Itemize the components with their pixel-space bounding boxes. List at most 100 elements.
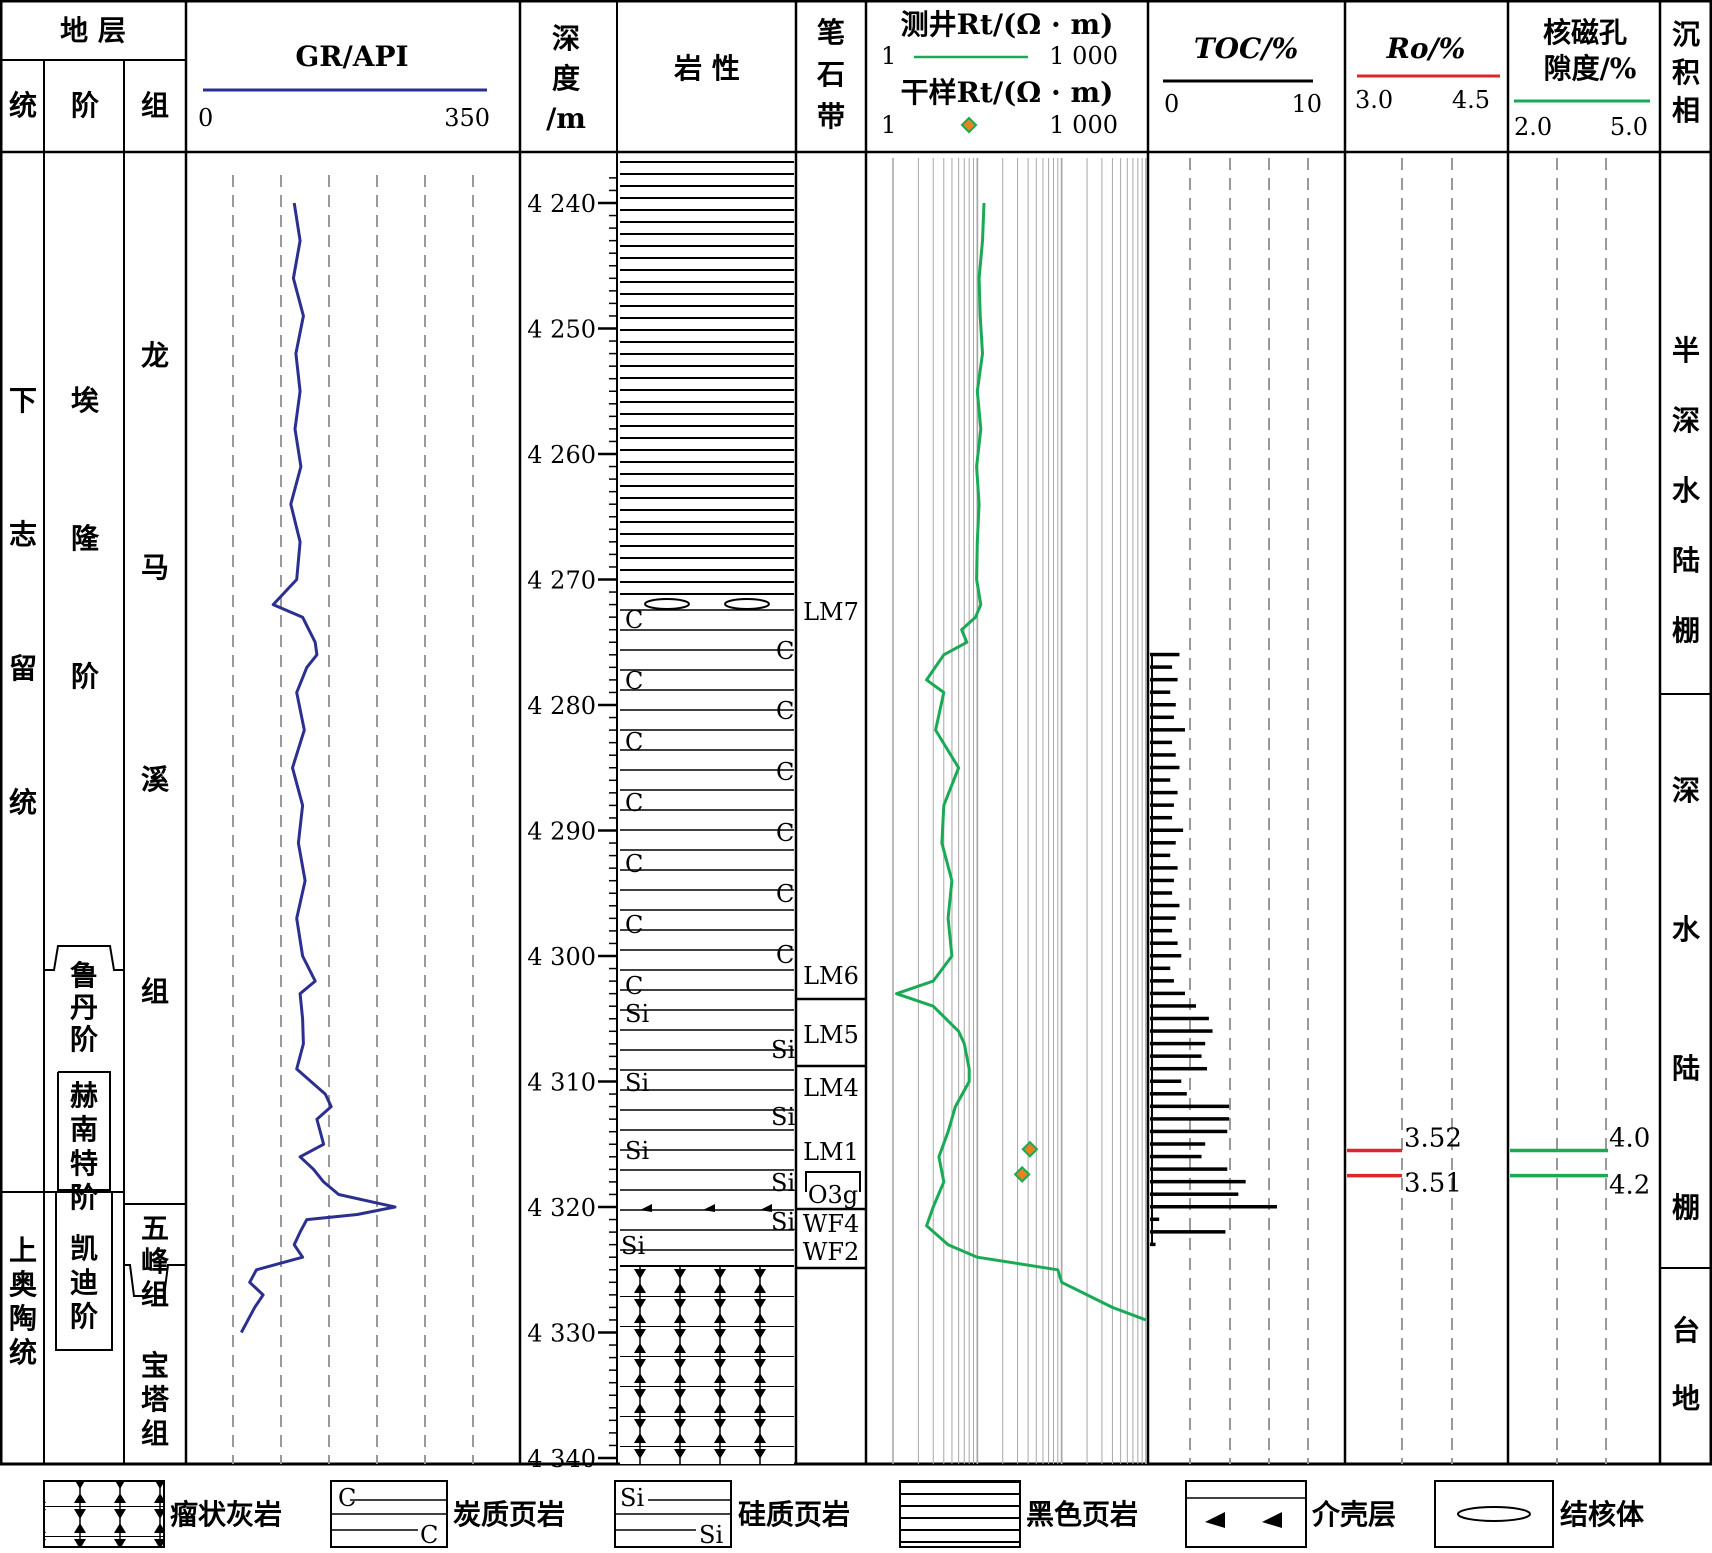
header-series: 统 xyxy=(9,89,37,122)
lith-c-mark: C xyxy=(625,606,643,634)
lith-c-mark: C xyxy=(776,941,794,969)
core-rt-marker xyxy=(1013,1165,1031,1183)
ro-value-label: 3.51 xyxy=(1404,1169,1462,1199)
toc-bar xyxy=(1150,1205,1277,1209)
lith-carbonaceous-shale xyxy=(620,598,794,1006)
toc-bar xyxy=(1150,853,1171,858)
toc-bar xyxy=(1150,665,1173,669)
toc-bar xyxy=(1150,866,1178,870)
lith-si-mark: Si xyxy=(625,1137,649,1165)
lith-c-mark: C xyxy=(625,911,643,939)
toc-bar xyxy=(1150,1142,1206,1146)
nmr-title-2: 隙度/% xyxy=(1544,52,1637,85)
toc-bar xyxy=(1150,652,1180,657)
depth-axis: 4 240 4 250 4 260 4 270 4 280 4 290 4 300 4 310… xyxy=(527,177,617,1473)
ro-min-label: 3.0 xyxy=(1355,86,1393,114)
toc-bar xyxy=(1150,677,1178,682)
toc-bar xyxy=(1150,841,1176,845)
lith-nodular-limestone xyxy=(620,1266,794,1464)
nmr-title-1: 核磁孔 xyxy=(1543,16,1627,49)
depth-tick-label: 4 330 xyxy=(527,1320,596,1348)
header-stage: 阶 xyxy=(71,89,99,122)
lith-black-shale xyxy=(620,157,794,598)
toc-bar xyxy=(1150,1092,1187,1096)
nmr-value-label: 4.2 xyxy=(1609,1171,1650,1201)
facies-title-2: 积 xyxy=(1672,56,1700,89)
legend-item-carbonaceous-shale: C C 炭质页岩 xyxy=(330,1480,565,1549)
toc-bar xyxy=(1150,778,1171,782)
nmr-layer: 4.0 4.2 xyxy=(1510,1124,1650,1201)
nmr-min-label: 2.0 xyxy=(1514,113,1552,141)
toc-bar xyxy=(1150,1217,1160,1222)
toc-bar xyxy=(1150,790,1178,795)
facies-title-3: 相 xyxy=(1672,94,1700,127)
lith-c-mark: C xyxy=(776,697,794,725)
rt-core-legend-marker xyxy=(960,116,978,134)
nodule-symbol xyxy=(644,598,690,610)
toc-bar xyxy=(1150,1179,1246,1184)
toc-bar xyxy=(1150,1167,1228,1171)
facies-semi-deep-shelf: 半深水陆棚 xyxy=(1672,334,1701,647)
lith-c-mark: C xyxy=(625,728,643,756)
toc-bar xyxy=(1150,715,1174,720)
core-rt-marker xyxy=(1021,1140,1039,1158)
graptolite-title-3: 带 xyxy=(817,100,845,133)
zone-wf2: WF2 xyxy=(803,1238,860,1266)
toc-bar xyxy=(1150,1029,1213,1033)
gr-max-label: 350 xyxy=(444,104,490,132)
toc-min-label: 0 xyxy=(1164,90,1179,118)
legend-label-carbonaceous-shale: 炭质页岩 xyxy=(453,1498,565,1531)
depth-tick-label: 4 260 xyxy=(527,441,596,469)
toc-bar xyxy=(1150,728,1185,732)
zone-o3g: O3g xyxy=(808,1181,858,1209)
toc-bar xyxy=(1150,979,1174,983)
toc-bar xyxy=(1150,803,1174,807)
toc-bar xyxy=(1150,991,1185,996)
header-strata: 地 层 xyxy=(60,14,126,47)
legend-si-mark: Si xyxy=(699,1521,723,1549)
facies-platform: 台地 xyxy=(1672,1314,1700,1415)
toc-bar xyxy=(1150,1016,1209,1021)
lith-si-mark: Si xyxy=(771,1169,795,1197)
toc-bar xyxy=(1150,1066,1208,1071)
depth-tick-label: 4 340 xyxy=(527,1445,596,1473)
zone-lm5: LM5 xyxy=(803,1021,859,1049)
toc-bar xyxy=(1150,815,1173,820)
header-formation: 组 xyxy=(141,89,169,122)
legend-item-nodule: 结核体 xyxy=(1434,1480,1645,1548)
toc-title: TOC/% xyxy=(1194,32,1298,65)
gr-track-grid xyxy=(232,175,474,1464)
lith-si-mark: Si xyxy=(625,1000,649,1028)
lithology-title: 岩 性 xyxy=(673,52,740,85)
stage-hirnantian: 赫南特阶 xyxy=(70,1079,98,1214)
depth-tick-label: 4 310 xyxy=(527,1069,596,1097)
series-upper-ordovician: 上奥陶统 xyxy=(9,1234,37,1369)
gr-curve xyxy=(239,202,397,1334)
lith-c-mark: C xyxy=(625,789,643,817)
legend-label-nodular-limestone: 瘤状灰岩 xyxy=(170,1498,282,1531)
series-lower-silurian: 下志留统 xyxy=(9,384,37,819)
legend-item-siliceous-shale: Si Si 硅质页岩 xyxy=(614,1480,850,1549)
lith-c-mark: C xyxy=(625,667,643,695)
ro-value-label: 3.52 xyxy=(1404,1124,1462,1154)
ro-layer: 3.52 3.51 xyxy=(1347,1124,1462,1199)
gr-title: GR/API xyxy=(295,40,408,73)
rt-log-max-label: 1 000 xyxy=(1049,42,1118,70)
table-frame xyxy=(0,0,1712,1466)
ro-track-grid xyxy=(1401,158,1453,1464)
depth-tick-label: 4 240 xyxy=(527,190,596,218)
rt-log-curve xyxy=(895,202,1147,1322)
rt-log-min-label: 1 xyxy=(881,42,896,70)
zone-lm6: LM6 xyxy=(803,962,859,990)
facies-column: 半深水陆棚 深水陆棚 台地 xyxy=(1672,334,1701,1415)
toc-bar xyxy=(1150,703,1176,707)
legend: 瘤状灰岩 C C 炭质页岩 Si Si 硅质页岩 黑色页岩 xyxy=(43,1480,1645,1549)
toc-bar xyxy=(1150,765,1180,770)
lith-si-mark: Si xyxy=(621,1232,645,1260)
toc-bar xyxy=(1150,740,1173,745)
gr-min-label: 0 xyxy=(198,104,213,132)
formation-longmaxi: 龙马溪组 xyxy=(141,339,170,1008)
toc-bar xyxy=(1150,1230,1226,1234)
